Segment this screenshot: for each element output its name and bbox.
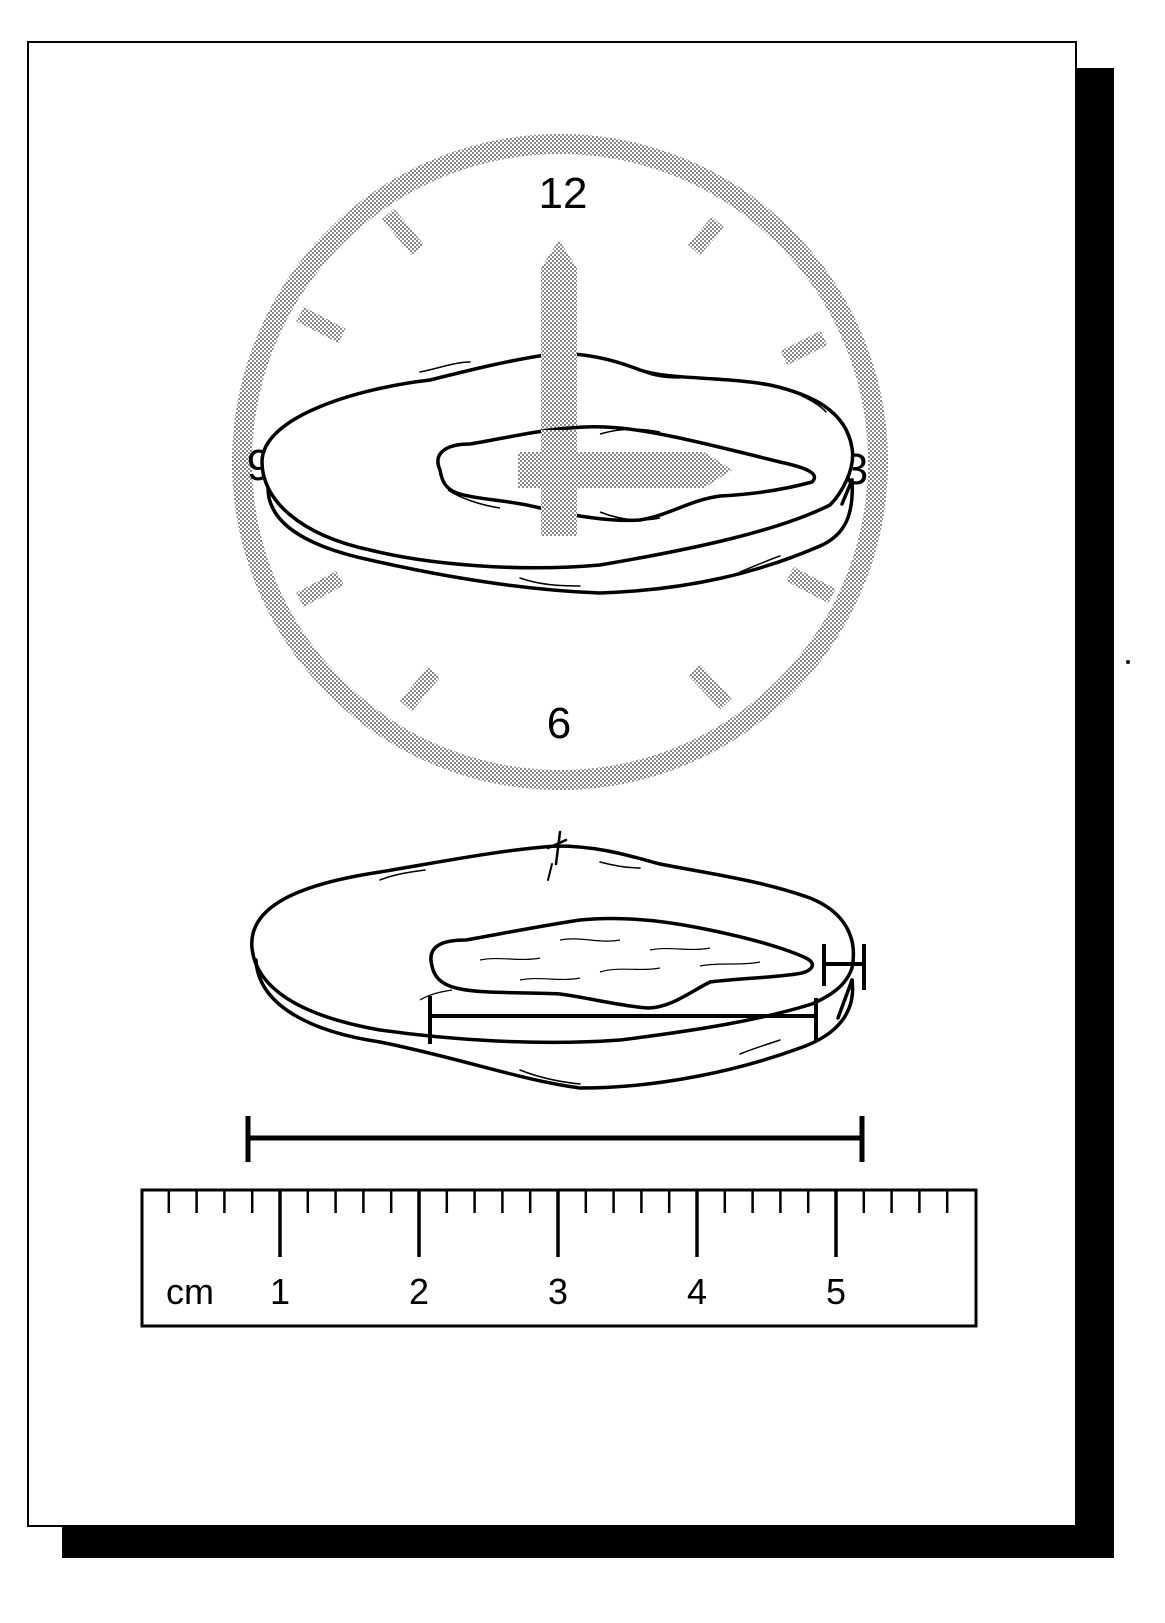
ruler-label-2: 2	[409, 1271, 429, 1312]
specimen-length-caliper	[245, 1116, 865, 1162]
lesion-width-caliper	[428, 996, 818, 1044]
tick-5	[688, 664, 732, 710]
tick-8	[296, 570, 344, 608]
stray-dot	[1126, 660, 1130, 664]
lesion-texture-top	[447, 428, 661, 521]
ruler-label-5: 5	[826, 1271, 846, 1312]
ruler: cm 1 2 3 4 5	[140, 1188, 978, 1328]
tick-11	[381, 208, 425, 256]
suture-marker-vertical-tip	[541, 240, 577, 268]
ruler-label-1: 1	[270, 1271, 290, 1312]
ruler-ticks	[167, 1191, 949, 1257]
hour-ticks	[296, 208, 836, 712]
tick-2	[780, 330, 828, 366]
ruler-label-4: 4	[687, 1271, 707, 1312]
ruler-label-3: 3	[548, 1271, 568, 1312]
lesion-texture-side	[419, 938, 761, 1001]
clock-label-6: 6	[547, 699, 571, 748]
tick-10	[296, 306, 346, 344]
suture-marker-horizontal-tip	[704, 452, 732, 488]
tick-1	[687, 216, 725, 256]
margin-caliper	[822, 944, 866, 990]
suture-marker-vertical-overlap	[541, 430, 577, 536]
tick-7	[399, 666, 441, 712]
tick-4	[786, 566, 836, 604]
ruler-unit-label: cm	[166, 1271, 214, 1312]
clock-label-12: 12	[539, 169, 588, 218]
clock-face	[232, 134, 888, 790]
lesion-side-view	[429, 916, 815, 1010]
